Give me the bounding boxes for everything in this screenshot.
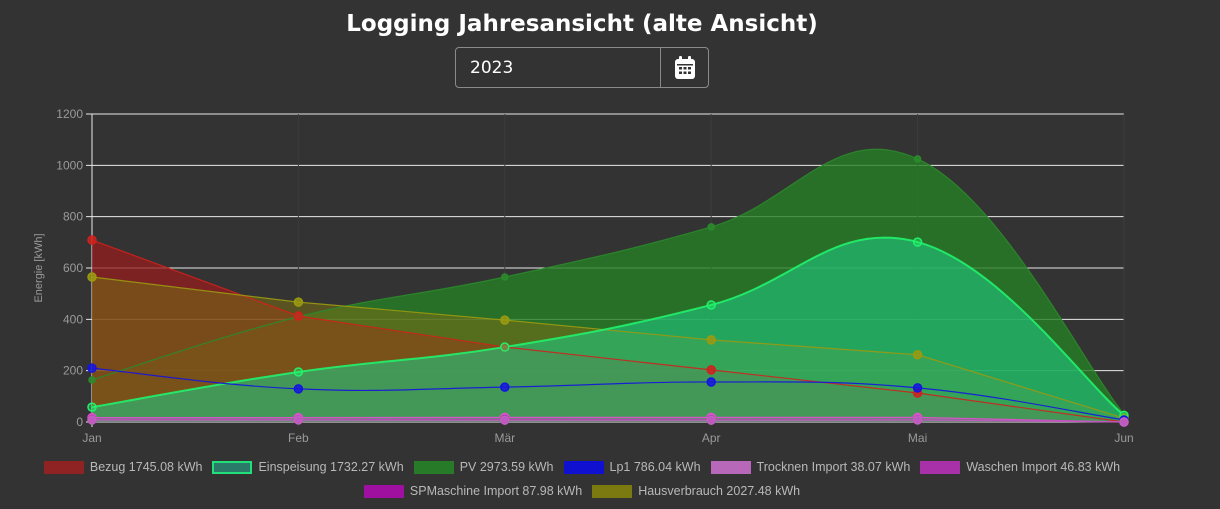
series-points bbox=[87, 155, 1129, 427]
legend-row: Bezug 1745.08 kWh Einspeisung 1732.27 kWh… bbox=[0, 455, 1164, 479]
line-trocknen-import bbox=[92, 419, 1125, 423]
series-lines bbox=[91, 148, 1125, 423]
legend-label: Waschen Import 46.83 kWh bbox=[966, 460, 1121, 474]
legend-item[interactable]: Bezug 1745.08 kWh bbox=[43, 460, 203, 474]
point-pv[interactable] bbox=[88, 376, 96, 384]
legend-label: Bezug 1745.08 kWh bbox=[89, 460, 203, 474]
legend-label: Einspeisung 1732.27 kWh bbox=[258, 460, 404, 474]
chart-legend: Bezug 1745.08 kWh Einspeisung 1732.27 kWh… bbox=[0, 455, 1164, 503]
legend-swatch bbox=[563, 460, 604, 474]
line-bezug bbox=[91, 239, 1125, 423]
legend-label: SPMaschine Import 87.98 kWh bbox=[409, 484, 583, 498]
point-pv[interactable] bbox=[501, 273, 509, 281]
line-spmaschine-import bbox=[92, 416, 1125, 423]
y-tick-label: 400 bbox=[63, 312, 83, 326]
y-axis-label: Energie [kWh] bbox=[33, 233, 45, 302]
point-trocknen-import[interactable] bbox=[500, 415, 510, 425]
legend-item[interactable]: Hausverbrauch 2027.48 kWh bbox=[592, 484, 800, 498]
x-tick-label: Mai bbox=[908, 431, 927, 445]
y-tick-label: 200 bbox=[63, 364, 83, 378]
energy-chart: 0 200 400 600 800 1000 1200 Jan Feb Mär Apr Mai Jun… bbox=[33, 107, 1134, 445]
point-hausverbrauch[interactable] bbox=[293, 297, 304, 307]
point-trocknen-import[interactable] bbox=[912, 415, 923, 425]
point-bezug[interactable] bbox=[293, 311, 304, 321]
x-tick-label: Feb bbox=[288, 431, 309, 445]
line-einspeisung bbox=[91, 236, 1125, 417]
point-pv[interactable] bbox=[913, 155, 922, 163]
point-pv[interactable] bbox=[707, 223, 715, 231]
year-picker bbox=[455, 47, 709, 88]
x-tick-label: Mär bbox=[494, 431, 515, 445]
legend-swatch bbox=[212, 460, 253, 474]
legend-swatch bbox=[920, 460, 961, 474]
series-areas bbox=[92, 149, 1124, 422]
line-lp1 bbox=[91, 367, 1125, 421]
x-axis-ticks: Jan Feb Mär Apr Mai Jun bbox=[82, 431, 1133, 445]
point-trocknen-import[interactable] bbox=[1119, 417, 1129, 427]
point-einspeisung[interactable] bbox=[293, 367, 304, 377]
y-tick-label: 600 bbox=[63, 261, 83, 275]
legend-swatch bbox=[363, 484, 404, 498]
point-lp1[interactable] bbox=[912, 383, 923, 393]
point-lp1[interactable] bbox=[706, 377, 716, 387]
legend-label: Hausverbrauch 2027.48 kWh bbox=[638, 484, 801, 498]
legend-item[interactable]: Trocknen Import 38.07 kWh bbox=[710, 460, 911, 474]
line-pv bbox=[91, 148, 1125, 415]
point-bezug[interactable] bbox=[87, 235, 97, 245]
point-hausverbrauch[interactable] bbox=[500, 315, 510, 325]
y-tick-label: 1200 bbox=[56, 107, 83, 121]
point-trocknen-import[interactable] bbox=[293, 415, 304, 425]
point-einspeisung[interactable] bbox=[706, 300, 716, 310]
y-tick-label: 0 bbox=[76, 415, 83, 429]
calendar-icon bbox=[674, 55, 695, 79]
y-axis-ticks: 0 200 400 600 800 1000 1200 bbox=[56, 107, 83, 429]
legend-item[interactable]: Waschen Import 46.83 kWh bbox=[920, 460, 1120, 474]
point-einspeisung[interactable] bbox=[500, 342, 510, 352]
legend-row: SPMaschine Import 87.98 kWh Hausverbrauch… bbox=[0, 479, 1164, 503]
page-title: Logging Jahresansicht (alte Ansicht) bbox=[346, 11, 818, 37]
point-einspeisung[interactable] bbox=[912, 237, 923, 247]
point-lp1[interactable] bbox=[87, 363, 97, 373]
legend-label: Lp1 786.04 kWh bbox=[609, 460, 701, 474]
x-tick-label: Jan bbox=[82, 431, 101, 445]
point-bezug[interactable] bbox=[706, 365, 716, 375]
x-tick-label: Jun bbox=[1114, 431, 1133, 445]
point-hausverbrauch[interactable] bbox=[87, 272, 97, 282]
legend-item[interactable]: SPMaschine Import 87.98 kWh bbox=[363, 484, 583, 498]
legend-swatch bbox=[43, 460, 84, 474]
point-lp1[interactable] bbox=[500, 382, 510, 392]
legend-label: Trocknen Import 38.07 kWh bbox=[756, 460, 911, 474]
year-input[interactable] bbox=[456, 48, 660, 87]
legend-item[interactable]: Lp1 786.04 kWh bbox=[563, 460, 701, 474]
legend-label: PV 2973.59 kWh bbox=[459, 460, 554, 474]
point-hausverbrauch[interactable] bbox=[912, 350, 923, 360]
point-hausverbrauch[interactable] bbox=[706, 335, 716, 345]
line-hausverbrauch bbox=[91, 276, 1125, 419]
legend-swatch bbox=[413, 460, 454, 474]
legend-swatch bbox=[592, 484, 633, 498]
y-tick-label: 800 bbox=[63, 210, 83, 224]
legend-swatch bbox=[710, 460, 751, 474]
point-einspeisung[interactable] bbox=[87, 402, 97, 412]
legend-item[interactable]: PV 2973.59 kWh bbox=[413, 460, 554, 474]
point-trocknen-import[interactable] bbox=[87, 415, 97, 425]
x-tick-label: Apr bbox=[702, 431, 721, 445]
legend-item[interactable]: Einspeisung 1732.27 kWh bbox=[212, 460, 404, 474]
point-trocknen-import[interactable] bbox=[706, 415, 716, 425]
y-tick-label: 1000 bbox=[56, 158, 83, 172]
point-lp1[interactable] bbox=[293, 384, 304, 394]
calendar-button[interactable] bbox=[660, 48, 708, 87]
